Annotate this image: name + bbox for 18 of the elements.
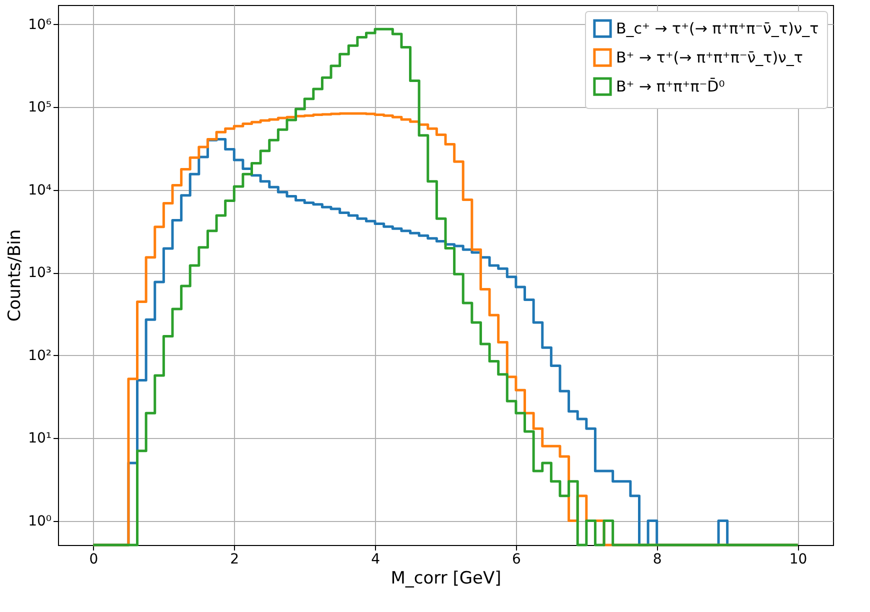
y-tick-label: 10⁵ [28, 100, 52, 116]
x-tick-label: 0 [89, 552, 98, 568]
x-tick-label: 8 [652, 552, 662, 568]
x-axis-title: M_corr [GeV] [390, 568, 502, 588]
legend-label: B⁺ → τ⁺(→ π⁺π⁺π⁻ν̄_τ)ν_τ [616, 48, 803, 66]
y-tick-label: 10² [28, 348, 52, 364]
x-tick-label: 2 [230, 552, 240, 568]
y-tick-label: 10¹ [28, 430, 52, 447]
y-axis-title: Counts/Bin [5, 229, 26, 322]
y-tick-label: 10⁶ [28, 16, 52, 33]
y-tick-label: 10³ [28, 265, 52, 282]
y-tick-label: 10⁴ [28, 182, 52, 198]
x-tick-label: 4 [371, 552, 380, 568]
y-tick-label: 10⁰ [28, 513, 52, 530]
x-tick-label: 6 [512, 552, 521, 568]
legend-label: B⁺ → π⁺π⁺π⁻D̄⁰ [616, 76, 725, 96]
legend-label: B_c⁺ → τ⁺(→ π⁺π⁺π⁻ν̄_τ)ν_τ [616, 20, 819, 38]
x-tick-label: 10 [789, 552, 808, 568]
